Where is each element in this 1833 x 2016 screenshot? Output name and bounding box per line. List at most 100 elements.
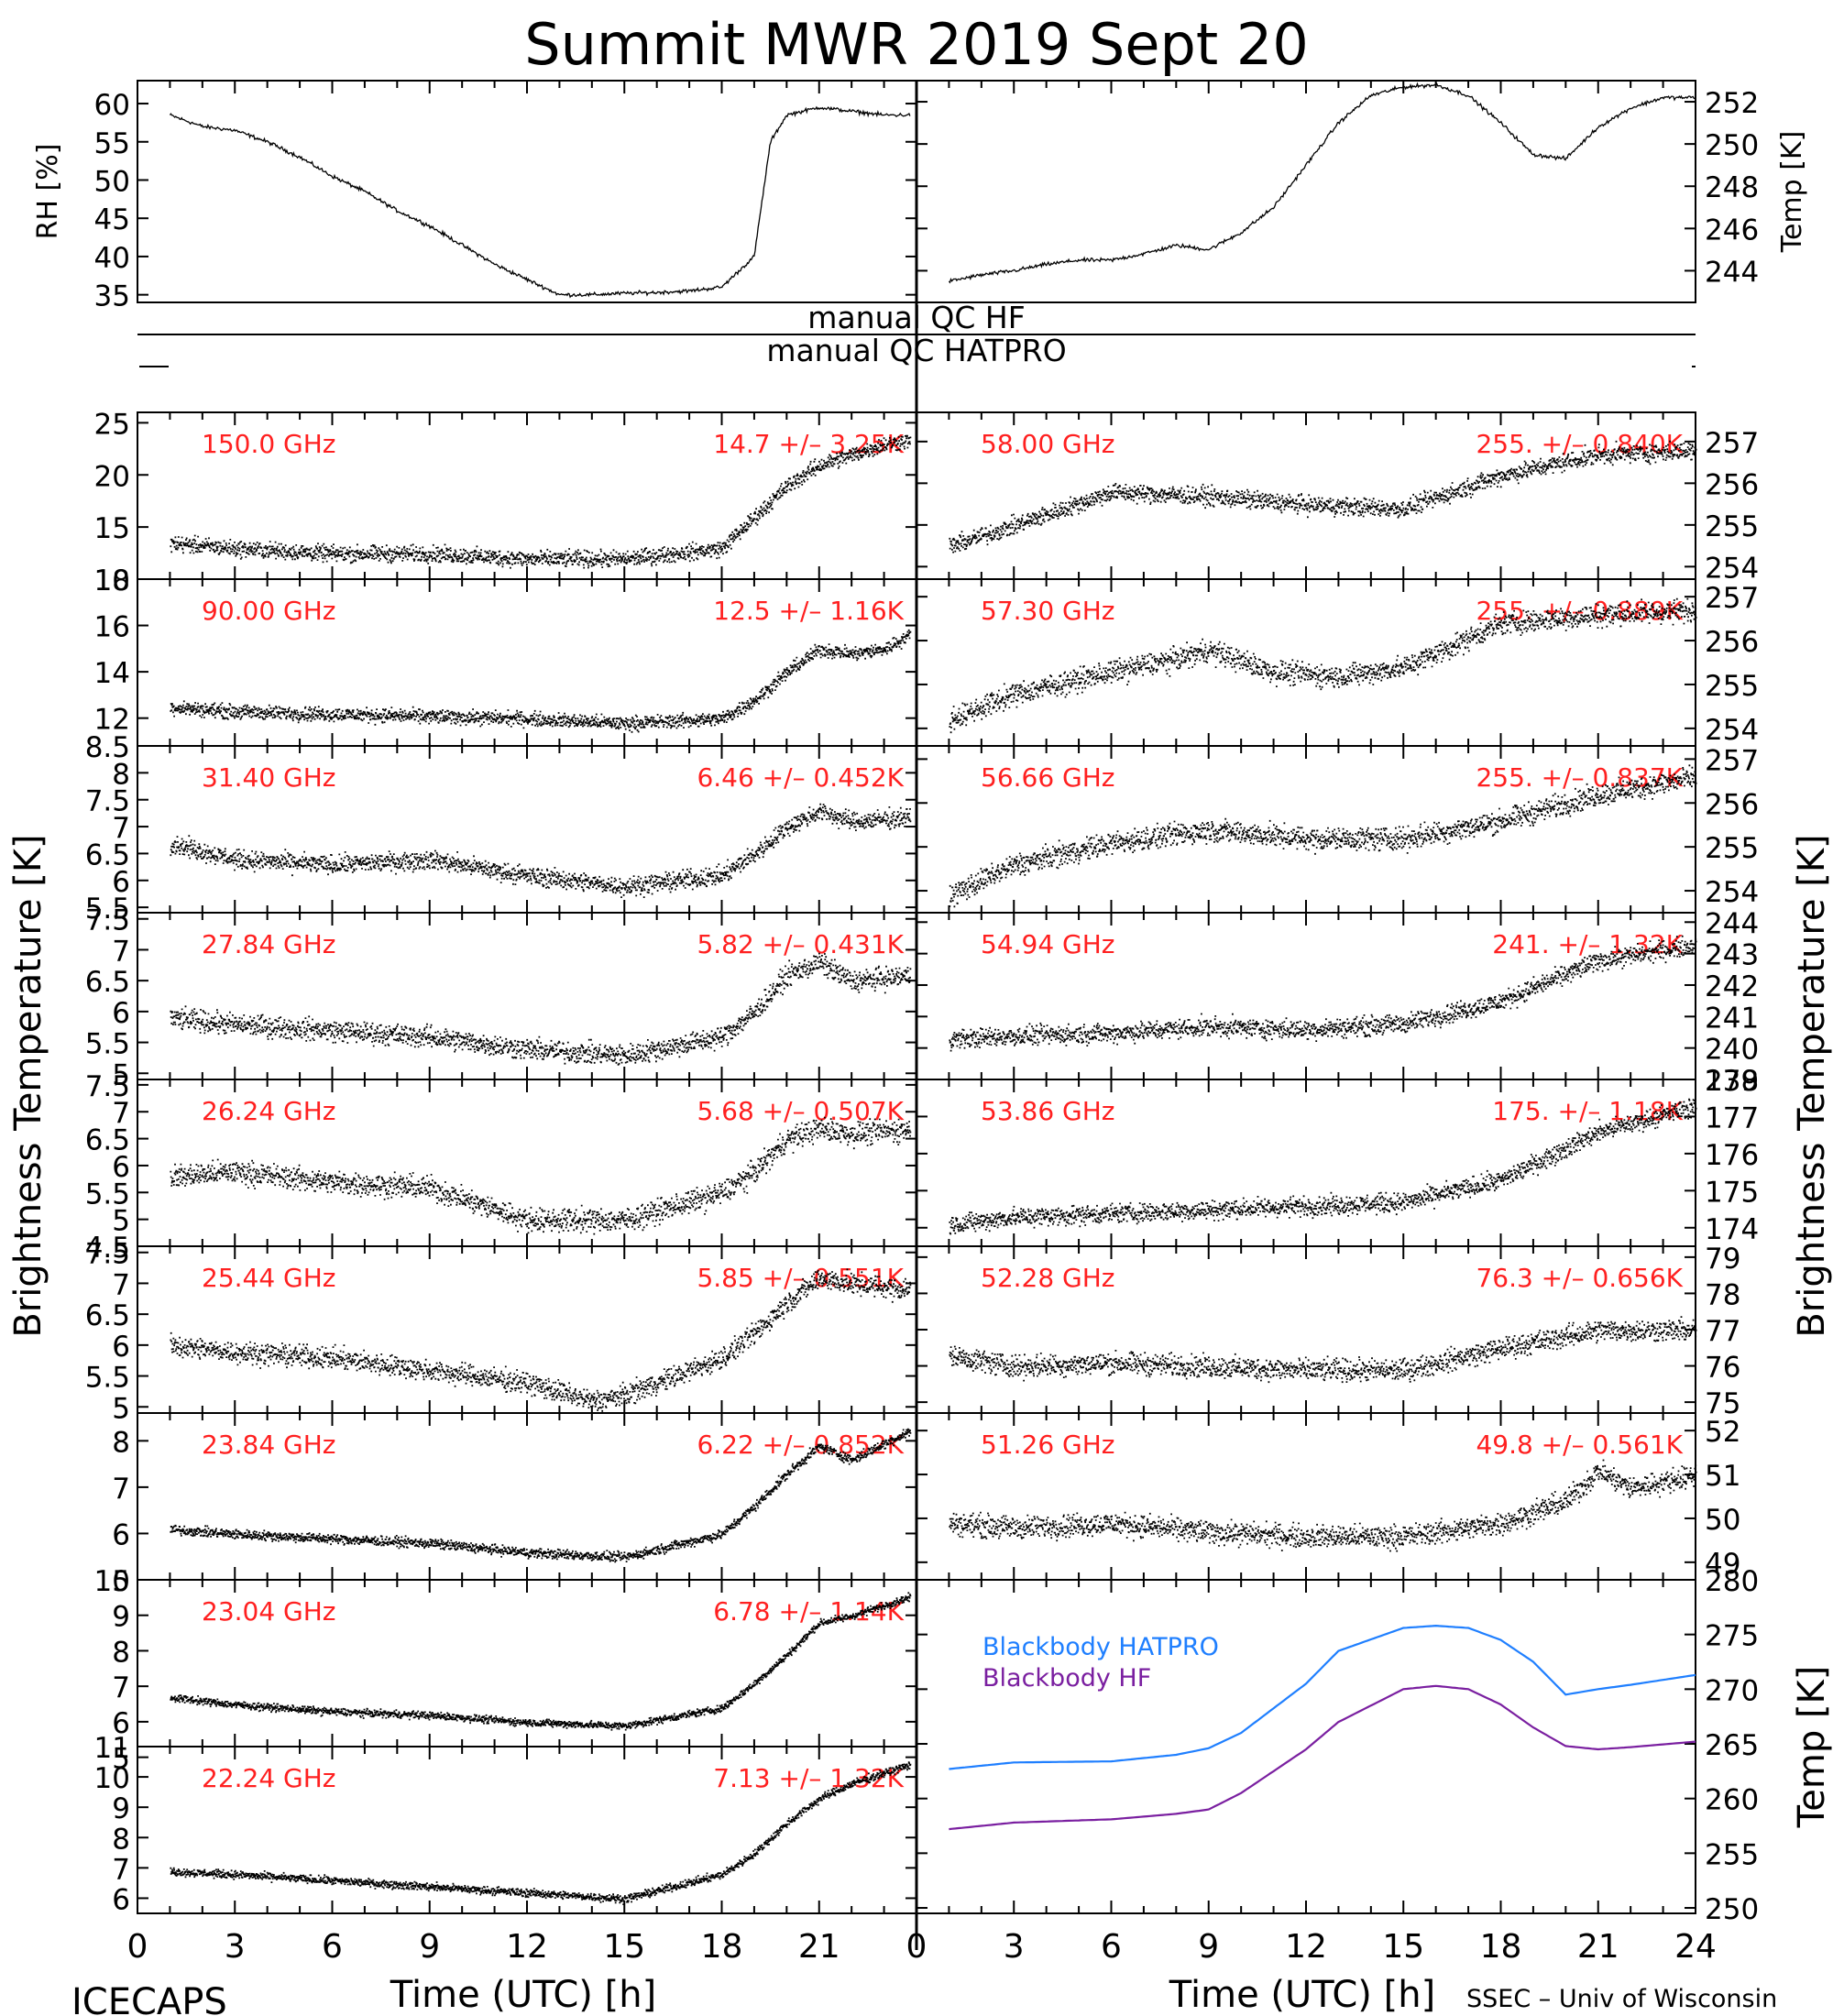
channel-freq-label: 27.84 GHz (202, 929, 336, 959)
channel-stats-label: 14.7 +/– 3.25K (713, 429, 904, 459)
y-tick-label: 240 (1705, 1034, 1759, 1067)
y-tick-label: 8 (112, 1426, 130, 1459)
x-tick-label: 15 (603, 1928, 645, 1966)
y-tick-label: 244 (1705, 256, 1759, 289)
channel-stats-label: 255. +/– 0.837K (1476, 762, 1683, 793)
y-tick-label: 7 (112, 1097, 130, 1130)
data-line (169, 105, 911, 299)
x-tick-label: 9 (1198, 1928, 1219, 1966)
y-tick-label: 76 (1705, 1352, 1740, 1385)
y-tick-label: 45 (94, 203, 130, 236)
y-tick-label: 8 (112, 758, 130, 791)
panel-ylabel: Temp [K] (1791, 1666, 1833, 1829)
y-tick-label: 5.5 (85, 1028, 130, 1061)
y-tick-label: 241 (1705, 1002, 1759, 1035)
channel-stats-label: 6.22 +/– 0.852K (697, 1430, 904, 1460)
channel-freq-label: 56.66 GHz (981, 762, 1115, 793)
y-tick-label: 6 (112, 997, 130, 1030)
y-tick-label: 25 (94, 408, 130, 441)
channel-stats-label: 6.78 +/– 1.14K (713, 1596, 904, 1627)
y-tick-label: 79 (1705, 1243, 1740, 1276)
panel-c150: 10 15 20 25 150.0 GHz 14.7 +/– 3.25K (94, 408, 917, 597)
channel-freq-label: 51.26 GHz (981, 1430, 1115, 1460)
x-tick-label: 12 (1285, 1928, 1327, 1966)
data-points (949, 1098, 1697, 1235)
channel-freq-label: 53.86 GHz (981, 1096, 1115, 1126)
y-tick-label: 7 (112, 1853, 130, 1886)
y-tick-label: 7 (112, 812, 130, 845)
panel-c5126: 49 50 51 52 51.26 GHz 49.8 +/– 0.561K (916, 1412, 1740, 1581)
channel-stats-label: 7.13 +/– 1.32K (713, 1763, 904, 1793)
y-tick-label: 40 (94, 242, 130, 275)
y-tick-label: 5.5 (85, 893, 130, 926)
x-tick-label: 21 (798, 1928, 840, 1966)
y-tick-label: 275 (1705, 1620, 1759, 1653)
channel-stats-label: 5.68 +/– 0.507K (697, 1096, 904, 1126)
channel-stats-label: 6.46 +/– 0.452K (697, 762, 904, 793)
y-tick-label: 5 (112, 1565, 130, 1598)
x-tick-label: 9 (419, 1928, 440, 1966)
y-tick-label: 250 (1705, 129, 1759, 162)
data-points (949, 935, 1697, 1052)
channel-freq-label: 23.84 GHz (202, 1430, 336, 1460)
y-tick-label: 6.5 (85, 966, 130, 999)
y-tick-label: 8.5 (85, 731, 130, 764)
x-tick-label: 0 (906, 1928, 927, 1966)
channel-freq-label: 150.0 GHz (202, 429, 336, 459)
panel-c58: 254 255 256 257 58.00 GHz 255. +/– 0.840K (916, 411, 1759, 585)
x-tick-label: 15 (1382, 1928, 1424, 1966)
channel-freq-label: 25.44 GHz (202, 1263, 336, 1293)
series-line-0 (949, 1624, 1696, 1770)
y-tick-label: 174 (1705, 1213, 1759, 1246)
panel-c314: 5.566.577.588.5 31.40 GHz 6.46 +/– 0.452K (85, 731, 917, 926)
data-points (949, 597, 1697, 734)
y-tick-label: 52 (1705, 1416, 1740, 1449)
data-points (170, 952, 912, 1066)
channel-stats-label: 175. +/– 1.18K (1492, 1096, 1683, 1126)
y-tick-label: 6 (112, 1331, 130, 1364)
channel-stats-label: 76.3 +/– 0.656K (1476, 1263, 1683, 1293)
y-tick-label: 256 (1705, 788, 1759, 821)
y-tick-label: 55 (94, 127, 130, 160)
series-line-1 (949, 1684, 1696, 1831)
panel-c2624: 4.555.566.577.5 26.24 GHz 5.68 +/– 0.507K (85, 1070, 917, 1265)
y-tick-label: 255 (1705, 1838, 1759, 1871)
x-tick-label: 6 (322, 1928, 343, 1966)
y-tick-label: 16 (94, 611, 130, 644)
y-tick-label: 8 (112, 1636, 130, 1669)
y-tick-label: 6.5 (85, 1299, 130, 1332)
channel-freq-label: 22.24 GHz (202, 1763, 336, 1793)
x-tick-label: 12 (506, 1928, 548, 1966)
panel-c2784: 55.566.577.5 27.84 GHz 5.82 +/– 0.431K (85, 904, 917, 1091)
y-tick-label: 60 (94, 89, 130, 122)
y-tick-label: 11 (94, 1732, 130, 1765)
channel-stats-label: 241. +/– 1.32K (1492, 929, 1683, 959)
panel-temp: 244 246 248 250 252 Temp [K] (916, 80, 1808, 303)
y-tick-label: 7.5 (85, 1238, 130, 1271)
y-tick-label: 255 (1705, 832, 1759, 865)
x-tick-label: 6 (1101, 1928, 1122, 1966)
y-tick-label: 15 (94, 512, 130, 545)
y-tick-label: 7 (112, 1671, 130, 1704)
y-tick-label: 175 (1705, 1176, 1759, 1209)
y-tick-label: 254 (1705, 552, 1759, 585)
y-tick-label: 265 (1705, 1729, 1759, 1762)
y-tick-label: 49 (1705, 1548, 1740, 1581)
y-tick-label: 6.5 (85, 838, 130, 871)
channel-freq-label: 58.00 GHz (981, 429, 1115, 459)
y-tick-label: 5 (112, 1392, 130, 1425)
data-points (170, 1116, 912, 1235)
legend-entry: Blackbody HATPRO (982, 1633, 1219, 1661)
x-tick-label: 3 (225, 1928, 246, 1966)
channel-freq-label: 54.94 GHz (981, 929, 1115, 959)
y-tick-label: 6 (112, 1518, 130, 1551)
y-tick-label: 5.5 (85, 1362, 130, 1395)
y-tick-label: 254 (1705, 876, 1759, 909)
y-tick-label: 242 (1705, 970, 1759, 1003)
